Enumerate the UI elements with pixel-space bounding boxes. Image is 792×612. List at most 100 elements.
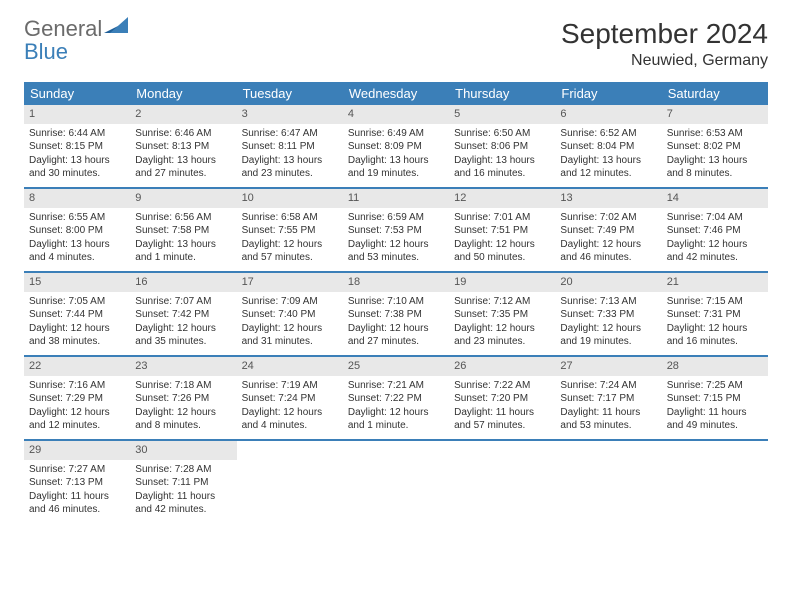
day-number: 5 [449,105,555,124]
sunset-text: Sunset: 8:13 PM [135,140,231,154]
sunrise-text: Sunrise: 6:56 AM [135,211,231,225]
day-body: Sunrise: 6:52 AMSunset: 8:04 PMDaylight:… [555,124,661,186]
sunrise-text: Sunrise: 6:59 AM [348,211,444,225]
day-number: 4 [343,105,449,124]
sunrise-text: Sunrise: 7:02 AM [560,211,656,225]
daylight-text: Daylight: 12 hours and 38 minutes. [29,322,125,349]
daylight-text: Daylight: 12 hours and 19 minutes. [560,322,656,349]
day-cell: 21Sunrise: 7:15 AMSunset: 7:31 PMDayligh… [662,273,768,355]
day-body: Sunrise: 7:04 AMSunset: 7:46 PMDaylight:… [662,208,768,270]
day-cell: 19Sunrise: 7:12 AMSunset: 7:35 PMDayligh… [449,273,555,355]
empty-cell [662,441,768,523]
sunset-text: Sunset: 7:15 PM [667,392,763,406]
daylight-text: Daylight: 11 hours and 53 minutes. [560,406,656,433]
day-number: 27 [555,357,661,376]
sunset-text: Sunset: 7:17 PM [560,392,656,406]
sunrise-text: Sunrise: 6:55 AM [29,211,125,225]
day-cell: 4Sunrise: 6:49 AMSunset: 8:09 PMDaylight… [343,105,449,187]
sunset-text: Sunset: 7:33 PM [560,308,656,322]
day-body: Sunrise: 7:07 AMSunset: 7:42 PMDaylight:… [130,292,236,354]
sunrise-text: Sunrise: 7:16 AM [29,379,125,393]
day-number: 25 [343,357,449,376]
day-number: 19 [449,273,555,292]
day-number: 20 [555,273,661,292]
day-cell: 8Sunrise: 6:55 AMSunset: 8:00 PMDaylight… [24,189,130,271]
sunset-text: Sunset: 7:11 PM [135,476,231,490]
day-cell: 15Sunrise: 7:05 AMSunset: 7:44 PMDayligh… [24,273,130,355]
day-number: 10 [237,189,343,208]
sunset-text: Sunset: 7:31 PM [667,308,763,322]
daylight-text: Daylight: 12 hours and 42 minutes. [667,238,763,265]
weekday-header-row: SundayMondayTuesdayWednesdayThursdayFrid… [24,82,768,105]
month-title: September 2024 [561,18,768,50]
day-cell: 6Sunrise: 6:52 AMSunset: 8:04 PMDaylight… [555,105,661,187]
day-number: 8 [24,189,130,208]
day-cell: 11Sunrise: 6:59 AMSunset: 7:53 PMDayligh… [343,189,449,271]
day-body: Sunrise: 7:13 AMSunset: 7:33 PMDaylight:… [555,292,661,354]
daylight-text: Daylight: 12 hours and 35 minutes. [135,322,231,349]
empty-cell [449,441,555,523]
day-number: 11 [343,189,449,208]
day-cell: 28Sunrise: 7:25 AMSunset: 7:15 PMDayligh… [662,357,768,439]
sunset-text: Sunset: 8:00 PM [29,224,125,238]
calendar-page: General Blue September 2024 Neuwied, Ger… [0,0,792,541]
day-cell: 20Sunrise: 7:13 AMSunset: 7:33 PMDayligh… [555,273,661,355]
day-body: Sunrise: 7:15 AMSunset: 7:31 PMDaylight:… [662,292,768,354]
daylight-text: Daylight: 12 hours and 8 minutes. [135,406,231,433]
day-number: 9 [130,189,236,208]
sunrise-text: Sunrise: 6:44 AM [29,127,125,141]
weekday-header: Tuesday [237,82,343,105]
day-cell: 29Sunrise: 7:27 AMSunset: 7:13 PMDayligh… [24,441,130,523]
day-number: 26 [449,357,555,376]
day-cell: 30Sunrise: 7:28 AMSunset: 7:11 PMDayligh… [130,441,236,523]
daylight-text: Daylight: 11 hours and 57 minutes. [454,406,550,433]
sunset-text: Sunset: 8:15 PM [29,140,125,154]
sunrise-text: Sunrise: 7:12 AM [454,295,550,309]
weekday-header: Saturday [662,82,768,105]
day-cell: 17Sunrise: 7:09 AMSunset: 7:40 PMDayligh… [237,273,343,355]
daylight-text: Daylight: 13 hours and 1 minute. [135,238,231,265]
sunset-text: Sunset: 7:51 PM [454,224,550,238]
sunrise-text: Sunrise: 7:07 AM [135,295,231,309]
logo-text-general: General [24,16,102,41]
day-cell: 7Sunrise: 6:53 AMSunset: 8:02 PMDaylight… [662,105,768,187]
empty-cell [237,441,343,523]
daylight-text: Daylight: 12 hours and 16 minutes. [667,322,763,349]
title-block: September 2024 Neuwied, Germany [561,18,768,70]
week-row: 8 Sunrise: 6:55 AMSunset: 8:00 PM Daylight… [24,189,768,273]
sunrise-text: Sunrise: 7:28 AM [135,463,231,477]
day-body: Sunrise: 6:50 AMSunset: 8:06 PMDaylight:… [449,124,555,186]
day-cell: 3Sunrise: 6:47 AMSunset: 8:11 PMDaylight… [237,105,343,187]
sunset-text: Sunset: 7:46 PM [667,224,763,238]
day-cell: 27Sunrise: 7:24 AMSunset: 7:17 PMDayligh… [555,357,661,439]
day-body: Sunrise: 7:02 AMSunset: 7:49 PMDaylight:… [555,208,661,270]
day-cell: 16Sunrise: 7:07 AMSunset: 7:42 PMDayligh… [130,273,236,355]
sunrise-text: Sunrise: 7:22 AM [454,379,550,393]
sunset-text: Sunset: 7:44 PM [29,308,125,322]
day-body: Sunrise: 7:10 AMSunset: 7:38 PMDaylight:… [343,292,449,354]
day-cell: 23Sunrise: 7:18 AMSunset: 7:26 PMDayligh… [130,357,236,439]
daylight-text: Daylight: 12 hours and 1 minute. [348,406,444,433]
sunrise-text: Sunrise: 7:18 AM [135,379,231,393]
weekday-header: Friday [555,82,661,105]
weekday-header: Thursday [449,82,555,105]
day-cell: 9Sunrise: 6:56 AMSunset: 7:58 PMDaylight… [130,189,236,271]
week-row: 15Sunrise: 7:05 AMSunset: 7:44 PMDayligh… [24,273,768,357]
day-body: Sunrise: 6:44 AMSunset: 8:15 PMDaylight:… [24,124,130,186]
empty-cell [555,441,661,523]
day-cell: 2Sunrise: 6:46 AMSunset: 8:13 PMDaylight… [130,105,236,187]
day-body: Sunrise: 7:09 AMSunset: 7:40 PMDaylight:… [237,292,343,354]
day-body: Sunrise: 6:47 AMSunset: 8:11 PMDaylight:… [237,124,343,186]
day-cell: 12Sunrise: 7:01 AMSunset: 7:51 PMDayligh… [449,189,555,271]
week-row: 29Sunrise: 7:27 AMSunset: 7:13 PMDayligh… [24,441,768,523]
day-body: Sunrise: 7:25 AMSunset: 7:15 PMDaylight:… [662,376,768,438]
day-body: Sunrise: 7:28 AMSunset: 7:11 PMDaylight:… [130,460,236,522]
day-cell: 14Sunrise: 7:04 AMSunset: 7:46 PMDayligh… [662,189,768,271]
sunrise-text: Sunrise: 6:46 AM [135,127,231,141]
daylight-text: Daylight: 12 hours and 27 minutes. [348,322,444,349]
day-body: Sunrise: 7:01 AMSunset: 7:51 PMDaylight:… [449,208,555,270]
day-number: 17 [237,273,343,292]
day-number: 16 [130,273,236,292]
weekday-header: Monday [130,82,236,105]
day-cell: 1Sunrise: 6:44 AMSunset: 8:15 PMDaylight… [24,105,130,187]
